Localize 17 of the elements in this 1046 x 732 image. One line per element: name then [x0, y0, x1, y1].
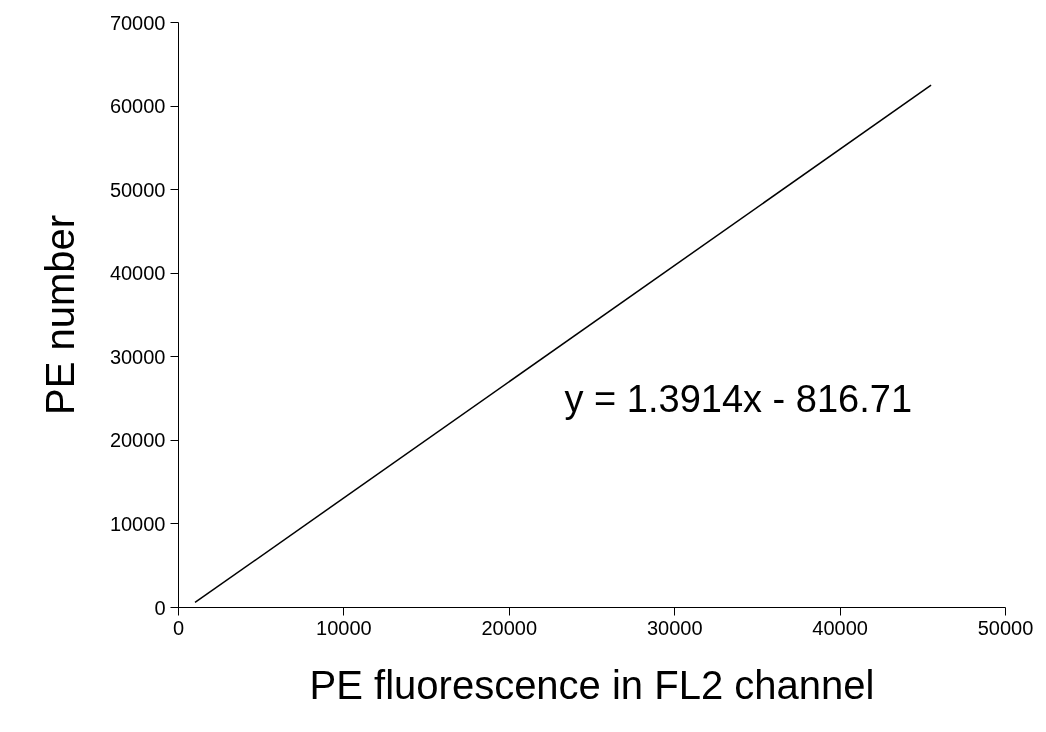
- y-axis-title: PE number: [37, 214, 82, 416]
- x-tick-label: 50000: [977, 616, 1034, 639]
- x-tick-label: 40000: [812, 616, 868, 639]
- x-tick-label: 10000: [316, 616, 372, 639]
- x-axis-title: PE fluorescence in FL2 channel: [309, 662, 875, 707]
- y-tick-label: 70000: [109, 11, 166, 34]
- y-tick-label: 40000: [109, 262, 166, 285]
- y-tick-label: 60000: [109, 95, 166, 118]
- x-tick-label: 30000: [646, 616, 703, 639]
- y-tick-label: 30000: [109, 345, 166, 368]
- y-tick-label: 10000: [109, 512, 166, 535]
- x-tick-label: 20000: [481, 616, 538, 639]
- y-tick-label: 50000: [109, 178, 166, 201]
- y-tick-label: 20000: [109, 429, 166, 452]
- annotation: y = 1.3914x - 816.71: [564, 377, 913, 420]
- y-tick-label: 0: [154, 596, 166, 619]
- x-tick-label: 0: [172, 616, 185, 639]
